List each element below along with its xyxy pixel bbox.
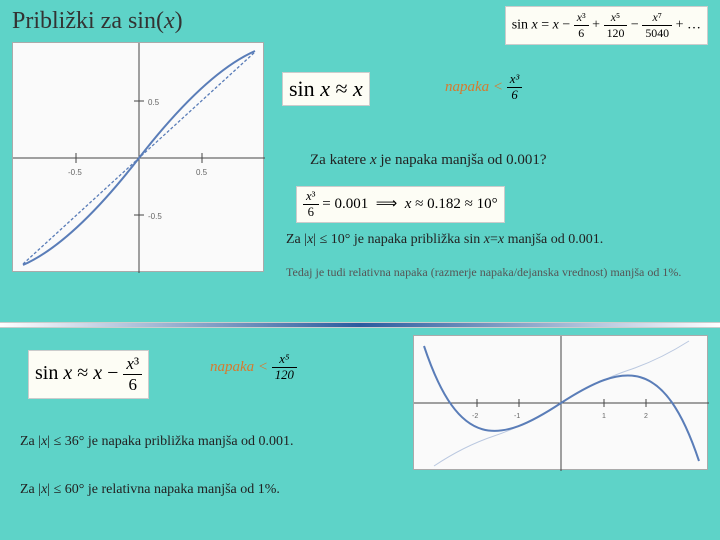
a4p: Za | — [20, 482, 41, 497]
svg-text:0.5: 0.5 — [196, 168, 208, 177]
graph-sinx-vs-x: -0.5 0.5 0.5 -0.5 — [12, 42, 264, 272]
title-text: Približki za sin( — [12, 8, 164, 34]
svg-text:-1: -1 — [514, 413, 520, 420]
error-bound-2: napaka < x⁵120 — [210, 352, 297, 383]
approximation-2: sin x ≈ x − x³6 — [28, 350, 149, 399]
graph-cubic-approx: -2 -1 1 2 — [413, 335, 708, 470]
calculation: x³6 = 0.001 ⟹ x ≈ 0.182 ≈ 10° — [296, 186, 505, 223]
error2-label: napaka — [210, 359, 254, 375]
note-relative-error: Tedaj je tudi relativna napaka (razmerje… — [286, 264, 706, 281]
a1m: | ≤ 10° je napaka približka sin — [313, 232, 483, 247]
q-prefix: Za katere — [310, 152, 370, 168]
section-divider — [0, 322, 720, 328]
taylor-series-formula: sin x = x − x³6 + x⁵120 − x⁷5040 + … — [505, 6, 708, 45]
svg-text:0.5: 0.5 — [148, 98, 160, 107]
a3s: | ≤ 36° je napaka približka manjša od 0.… — [47, 434, 293, 449]
approximation-1: sin x ≈ x — [282, 72, 370, 106]
a1s: manjša od 0.001. — [504, 232, 603, 247]
answer-1: Za |x| ≤ 10° je napaka približka sin x=x… — [286, 232, 603, 248]
answer-4: Za |x| ≤ 60° je relativna napaka manjša … — [20, 482, 280, 498]
question-text: Za katere x je napaka manjša od 0.001? — [310, 152, 547, 169]
a1e: = — [490, 232, 498, 247]
title-suffix: ) — [175, 8, 183, 34]
svg-text:1: 1 — [602, 413, 606, 420]
answer-3: Za |x| ≤ 36° je napaka približka manjša … — [20, 434, 294, 450]
svg-text:-0.5: -0.5 — [68, 168, 82, 177]
title-var: x — [164, 8, 175, 34]
error-label: napaka — [445, 79, 489, 95]
a4s: | ≤ 60° je relativna napaka manjša od 1%… — [47, 482, 280, 497]
svg-text:2: 2 — [644, 413, 648, 420]
svg-text:-0.5: -0.5 — [148, 212, 162, 221]
svg-text:-2: -2 — [472, 413, 478, 420]
error-bound-1: napaka < x³6 — [445, 72, 522, 103]
a1p: Za | — [286, 232, 307, 247]
q-suffix: je napaka manjša od 0.001? — [377, 152, 547, 168]
a3p: Za | — [20, 434, 41, 449]
q-var: x — [370, 152, 377, 168]
